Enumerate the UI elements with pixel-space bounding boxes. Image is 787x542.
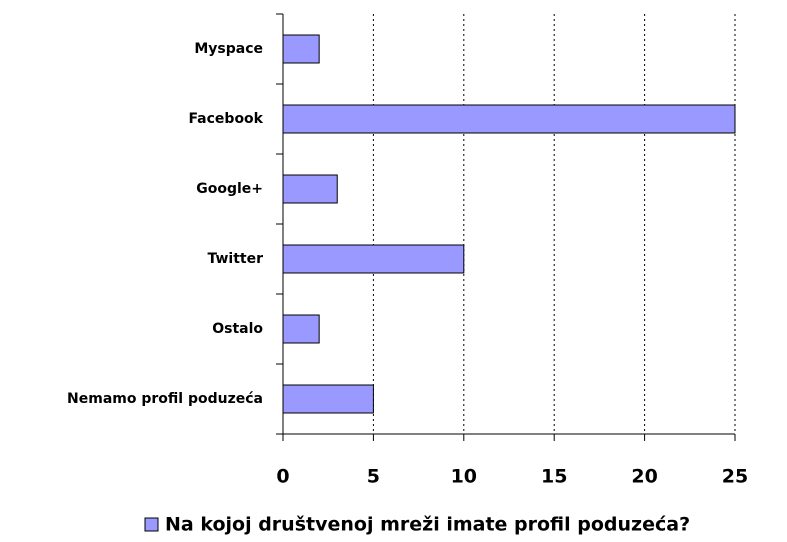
x-tick-label: 10 — [451, 466, 477, 488]
y-tick-label: Facebook — [188, 111, 263, 127]
y-tick-label: Google+ — [196, 181, 263, 197]
x-tick-label: 20 — [631, 466, 657, 488]
bar — [282, 244, 465, 274]
x-tick-label: 15 — [541, 466, 567, 488]
x-tick-label: 0 — [276, 466, 289, 488]
legend-label: Na kojoj društvenoj mreži imate profil p… — [165, 514, 690, 536]
bar — [282, 174, 338, 204]
bar — [282, 314, 320, 344]
y-tick-label: Myspace — [194, 41, 263, 57]
y-tick-label: Twitter — [207, 251, 263, 267]
bar — [282, 34, 320, 64]
y-tick-label: Nemamo profil poduzeća — [67, 391, 263, 407]
y-tick-label: Ostalo — [212, 321, 263, 337]
legend-swatch — [144, 517, 159, 532]
bar — [282, 104, 736, 134]
x-tick-label: 25 — [722, 466, 748, 488]
bar — [282, 384, 374, 414]
x-tick-label: 5 — [367, 466, 380, 488]
